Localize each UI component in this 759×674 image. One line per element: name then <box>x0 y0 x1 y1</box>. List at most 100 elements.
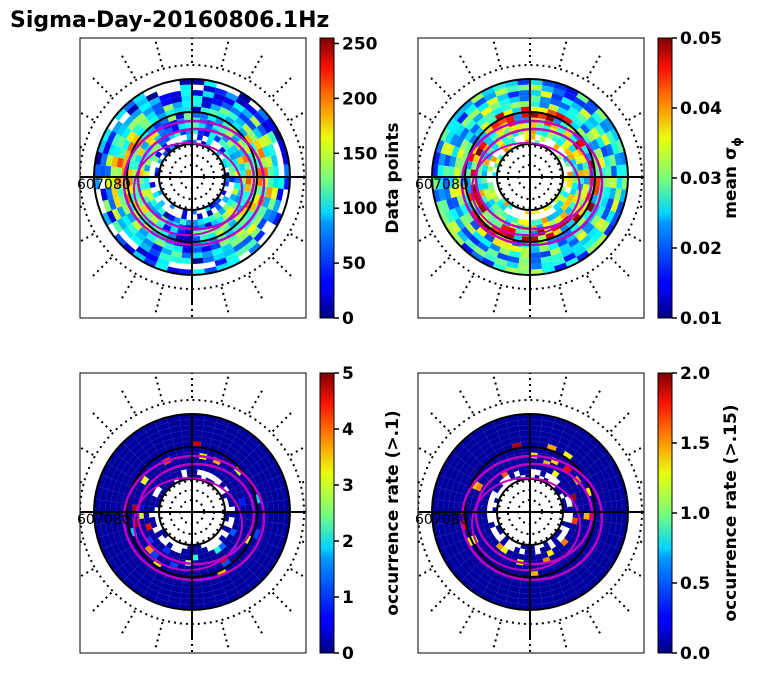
heatmap-cell <box>262 208 273 221</box>
heatmap-cell <box>476 116 488 128</box>
heatmap-cell <box>243 479 253 490</box>
heatmap-cell <box>522 458 530 464</box>
heatmap-cell <box>443 522 452 535</box>
heatmap-cell <box>127 168 134 177</box>
heatmap-cell <box>460 577 474 590</box>
heatmap-cell <box>559 195 568 204</box>
heatmap-cell <box>257 147 266 159</box>
heatmap-cell <box>192 554 199 561</box>
heatmap-cell <box>521 447 530 454</box>
heatmap-cell <box>197 218 205 226</box>
heatmap-cell <box>192 549 198 555</box>
heatmap-cell <box>521 570 530 578</box>
heatmap-cell <box>169 255 182 264</box>
radial-tick <box>80 446 94 456</box>
heatmap-cell <box>162 546 171 555</box>
heatmap-cell <box>192 219 199 226</box>
heatmap-cell <box>142 441 154 452</box>
heatmap-cell <box>145 536 154 545</box>
heatmap-cell <box>554 550 563 559</box>
heatmap-cell <box>506 420 519 428</box>
heatmap-cell <box>126 476 136 488</box>
heatmap-cell <box>475 197 484 207</box>
heatmap-cell <box>561 582 574 593</box>
heatmap-cell <box>192 447 201 454</box>
heatmap-cell <box>454 186 462 197</box>
heatmap-cell <box>519 430 530 437</box>
heatmap-cell <box>524 549 530 555</box>
heatmap-cell <box>454 459 466 472</box>
heatmap-cell <box>179 268 192 275</box>
heatmap-cell <box>151 242 163 253</box>
heatmap-cell <box>483 91 497 102</box>
heatmap-cell <box>553 417 568 427</box>
heatmap-cell <box>243 134 254 145</box>
radial-tick <box>609 410 632 433</box>
colorbar-tick-label: 0.01 <box>680 309 722 329</box>
heatmap-cell <box>520 101 530 108</box>
heatmap-cell <box>111 455 123 469</box>
heatmap-cell <box>608 489 617 502</box>
heatmap-cell <box>492 82 507 92</box>
heatmap-cell <box>186 549 192 555</box>
heatmap-cell <box>143 164 151 172</box>
heatmap-cell <box>253 139 263 151</box>
radial-tick <box>271 591 294 614</box>
heatmap-cell <box>221 455 232 465</box>
heatmap-cell <box>243 544 254 555</box>
heatmap-cell <box>146 460 156 470</box>
heatmap-cell <box>454 502 461 512</box>
heatmap-cell <box>492 597 507 607</box>
polar-plot <box>80 38 306 318</box>
heatmap-cell <box>511 216 519 224</box>
ring-label: 80 <box>451 512 469 528</box>
axes-frame <box>79 372 307 654</box>
heatmap-cells <box>432 79 628 275</box>
heatmap-cell <box>172 245 183 253</box>
heatmap-cell <box>517 218 525 226</box>
radial-tick <box>492 374 502 403</box>
heatmap-cell <box>218 542 227 551</box>
heatmap-cell <box>156 592 170 602</box>
heatmap-cell <box>539 580 550 588</box>
heatmap-cell <box>480 121 491 132</box>
heatmap-cell <box>498 247 511 256</box>
heatmap-cell <box>486 431 499 442</box>
heatmap-cell <box>539 470 547 478</box>
heatmap-cell <box>579 219 591 231</box>
heatmap-cell <box>253 446 266 460</box>
heatmap-cell <box>551 252 564 262</box>
heatmap-cell <box>223 431 236 442</box>
heatmap-cell <box>151 436 163 447</box>
heatmap-cell <box>218 534 227 543</box>
heatmap-cell <box>154 573 166 583</box>
heatmap-cell <box>539 245 550 253</box>
heatmap-cell <box>574 156 583 165</box>
heatmap-cell <box>122 242 136 255</box>
heatmap-cell <box>487 215 498 225</box>
heatmap-cell <box>224 526 232 534</box>
heatmap-cell <box>565 446 577 457</box>
heatmap-cell <box>145 523 153 531</box>
heatmap-cell <box>238 427 252 439</box>
heatmap-cell <box>222 477 231 486</box>
heatmap-cell <box>591 111 604 125</box>
heatmap-cell <box>102 141 112 155</box>
heatmap-cell <box>101 128 112 142</box>
heatmap-cell <box>272 463 283 477</box>
radial-tick <box>80 480 83 484</box>
heatmap-cell <box>567 177 573 183</box>
heatmap-cell <box>475 482 484 492</box>
oval-contour <box>474 462 594 566</box>
heatmap-cell <box>435 139 445 154</box>
ring-label: 60 <box>415 512 433 528</box>
heatmap-cell <box>459 139 469 151</box>
heatmap-cell <box>130 469 141 480</box>
heatmap-cell <box>445 223 457 237</box>
heatmap-cell <box>114 442 127 456</box>
heatmap-cell <box>121 215 132 227</box>
heatmap-cell <box>154 262 169 272</box>
heatmap-cell <box>111 208 122 221</box>
heatmap-cell <box>262 468 273 481</box>
heatmap-cell <box>472 565 484 577</box>
